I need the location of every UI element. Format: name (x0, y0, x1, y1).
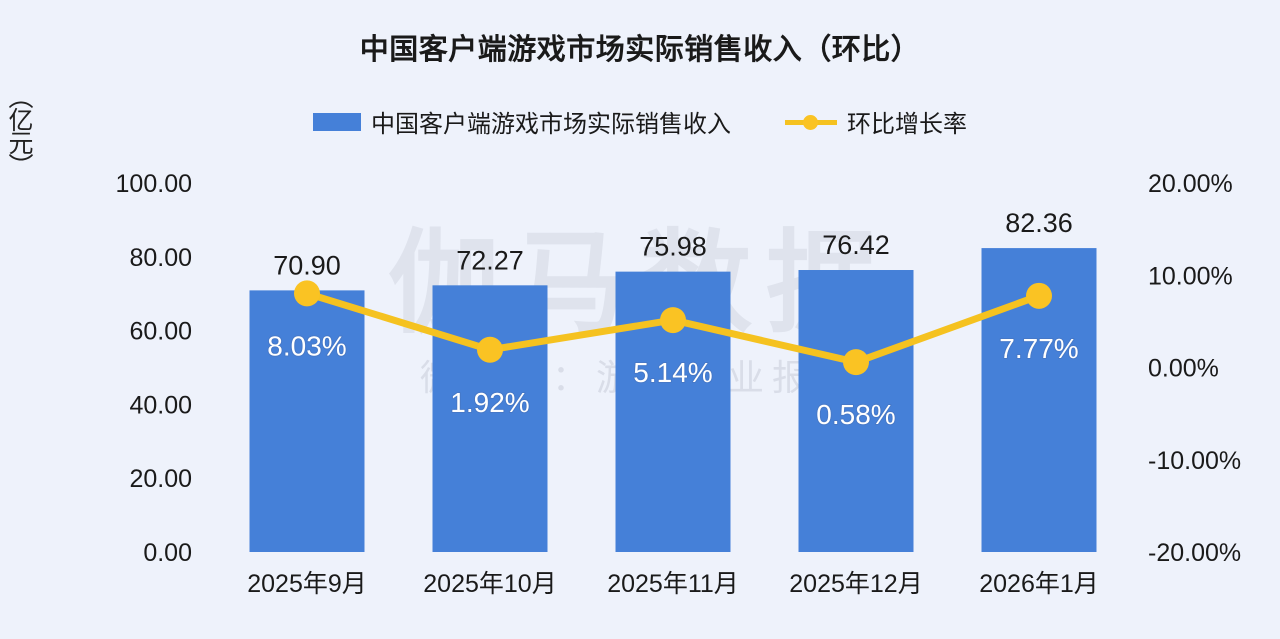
chart-title: 中国客户端游戏市场实际销售收入（环比） (359, 34, 921, 66)
bar-series (249, 248, 1097, 552)
right-axis-tick: -20.00% (1148, 539, 1241, 567)
growth-rate-label: 7.77% (999, 333, 1078, 364)
bar[interactable] (249, 290, 365, 552)
bar[interactable] (798, 270, 914, 552)
growth-rate-label: 8.03% (267, 330, 346, 361)
left-axis-tick: 40.00 (129, 391, 192, 419)
bar-value-label: 70.90 (273, 250, 341, 280)
legend-label-growth-rate: 环比增长率 (847, 111, 967, 138)
line-marker[interactable] (1026, 282, 1052, 309)
right-axis-tick: 20.00% (1148, 170, 1233, 198)
y-axis-unit-label: （亿元） (5, 84, 33, 176)
left-axis-tick: 80.00 (129, 244, 192, 272)
legend-item-revenue[interactable]: 中国客户端游戏市场实际销售收入 (313, 104, 731, 139)
right-axis-tick: 0.00% (1148, 355, 1219, 383)
legend-label-revenue: 中国客户端游戏市场实际销售收入 (371, 111, 731, 138)
line-marker[interactable] (660, 307, 686, 334)
x-axis-category-label: 2026年1月 (979, 570, 1099, 598)
line-marker[interactable] (294, 280, 320, 307)
right-axis-tick: -10.00% (1148, 447, 1241, 475)
chart-legend: 中国客户端游戏市场实际销售收入 环比增长率 (0, 104, 1280, 139)
bar-value-label: 82.36 (1005, 208, 1073, 238)
bar-value-labels: 70.90 72.27 75.98 76.42 82.36 (273, 208, 1073, 280)
x-axis-category-labels: 2025年9月 2025年10月 2025年11月 2025年12月 2026年1月 (247, 570, 1099, 598)
left-axis-tick: 20.00 (129, 465, 192, 493)
growth-rate-label: 0.58% (816, 399, 895, 430)
left-axis-tick: 0.00 (143, 539, 192, 567)
line-markers (294, 280, 1052, 376)
x-axis-category-label: 2025年12月 (789, 570, 922, 598)
bar-value-label: 76.42 (822, 230, 890, 260)
line-marker[interactable] (843, 349, 869, 376)
bar-value-label: 72.27 (456, 245, 524, 275)
line-marker[interactable] (477, 336, 503, 363)
x-axis-category-label: 2025年11月 (607, 570, 739, 598)
left-axis-tick: 100.00 (116, 170, 192, 198)
bar-swatch-icon (313, 112, 361, 131)
left-axis-tick-labels: 0.00 20.00 40.00 60.00 80.00 100.00 (116, 170, 192, 567)
x-axis-category-label: 2025年10月 (423, 570, 556, 598)
x-axis-category-label: 2025年9月 (247, 570, 367, 598)
legend-item-growth-rate[interactable]: 环比增长率 (785, 104, 967, 139)
growth-rate-labels: 8.03% 1.92% 5.14% 0.58% 7.77% (266, 329, 1079, 431)
bar-value-label: 75.98 (639, 232, 707, 262)
line-dot-swatch-icon (785, 113, 837, 131)
right-axis-tick-labels: -20.00% -10.00% 0.00% 10.00% 20.00% (1148, 170, 1241, 567)
left-axis-tick: 60.00 (129, 318, 192, 346)
growth-rate-label: 1.92% (450, 387, 529, 418)
growth-rate-label: 5.14% (633, 357, 712, 388)
bar[interactable] (432, 285, 548, 552)
right-axis-tick: 10.00% (1148, 262, 1233, 290)
